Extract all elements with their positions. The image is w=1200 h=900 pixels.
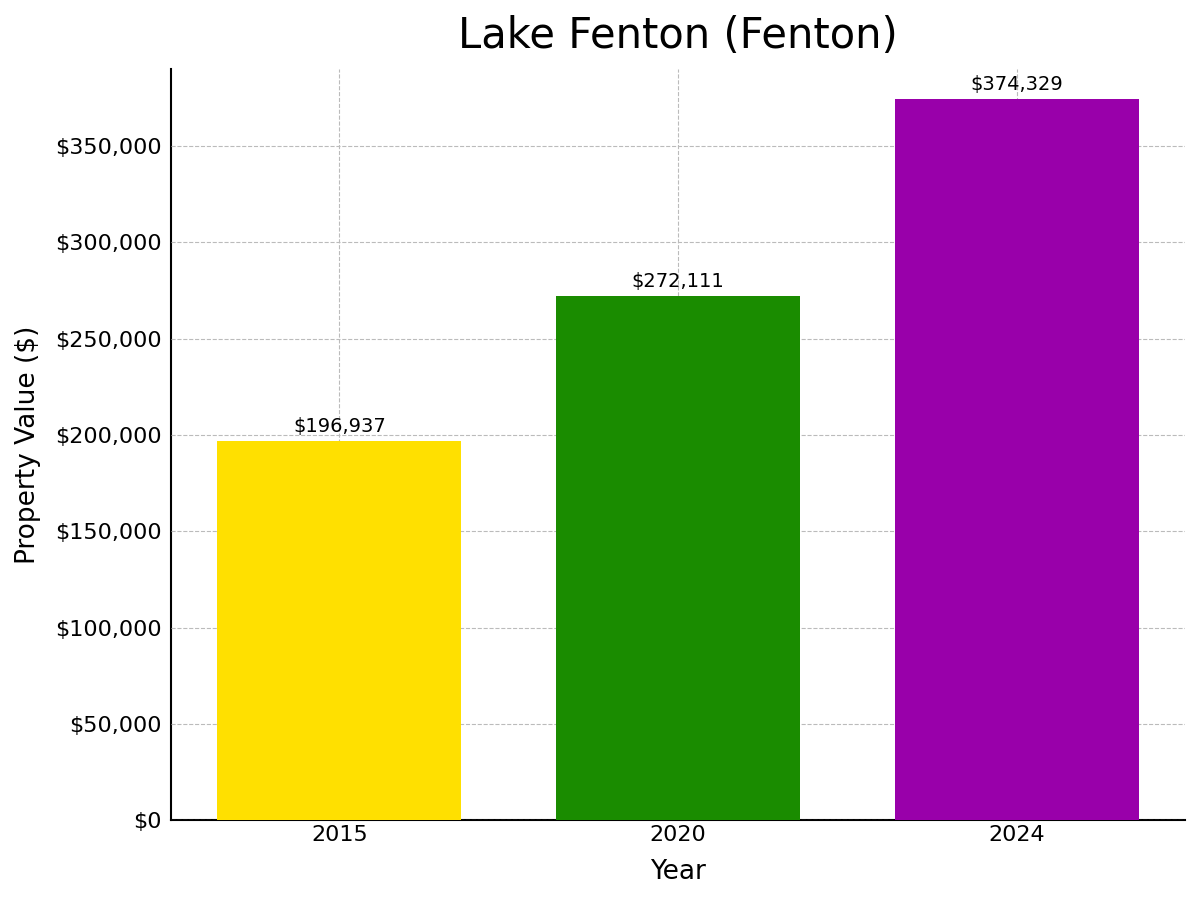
Title: Lake Fenton (Fenton): Lake Fenton (Fenton) [458, 15, 898, 57]
Text: $272,111: $272,111 [631, 272, 725, 292]
X-axis label: Year: Year [650, 859, 706, 885]
Text: $374,329: $374,329 [971, 76, 1063, 94]
Bar [895, 99, 1139, 820]
Bar [556, 296, 800, 820]
Y-axis label: Property Value ($): Property Value ($) [16, 326, 41, 563]
Bar [217, 441, 461, 820]
Text: $196,937: $196,937 [293, 417, 385, 436]
